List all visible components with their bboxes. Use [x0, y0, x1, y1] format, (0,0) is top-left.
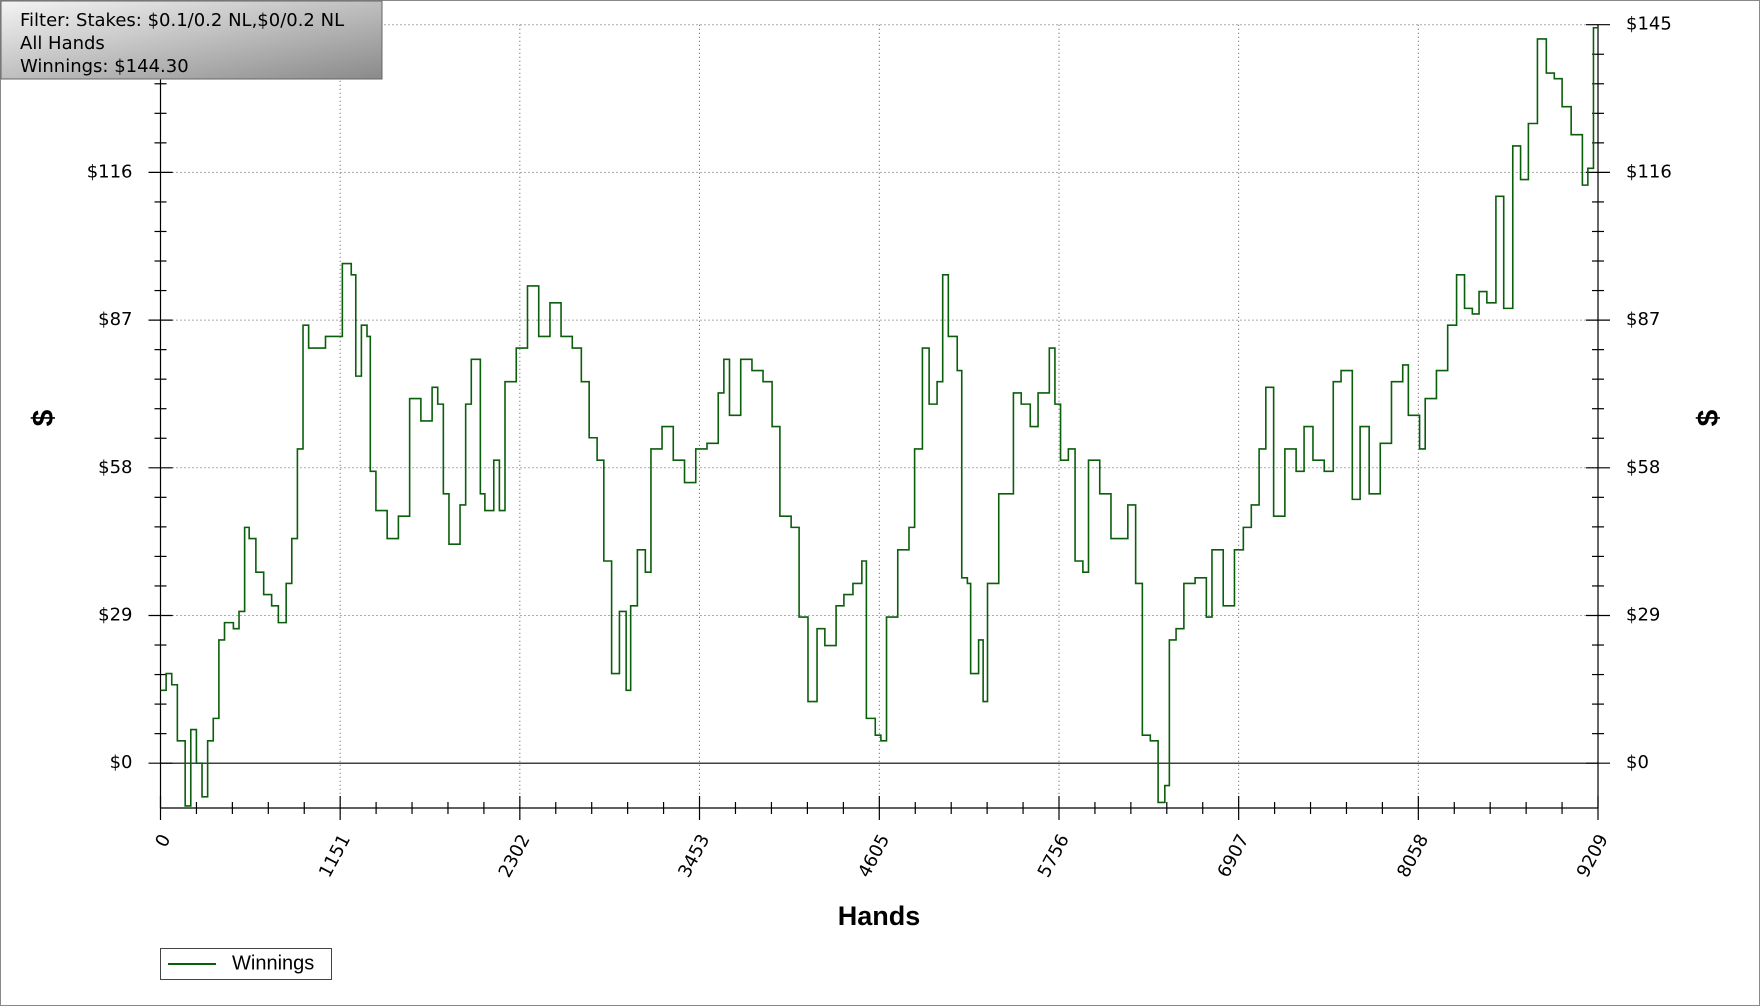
- y-tick-label: $116: [87, 161, 133, 182]
- y2-tick-label: $145: [1626, 14, 1672, 35]
- line-series: [160, 26, 1599, 807]
- y2-tick-label: $116: [1626, 161, 1672, 182]
- y2-tick-label: $87: [1626, 309, 1660, 330]
- y-tick-label: $87: [98, 309, 132, 330]
- y-axis-label: $: [27, 409, 60, 426]
- info-box: [0, 0, 383, 80]
- info-line: Winnings: $144.30: [20, 56, 189, 77]
- legend-label: Winnings: [232, 952, 314, 974]
- y-tick-label: $58: [98, 457, 132, 478]
- y2-tick-label: $0: [1626, 752, 1649, 773]
- y2-axis-label: $: [1692, 409, 1725, 426]
- info-line: Filter: Stakes: $0.1/0.2 NL,$0/0.2 NL: [20, 10, 344, 31]
- info-line: All Hands: [20, 33, 105, 54]
- y-tick-label: $29: [98, 604, 132, 625]
- y2-tick-label: $58: [1626, 457, 1660, 478]
- y-tick-label: $0: [110, 752, 133, 773]
- y2-tick-label: $29: [1626, 604, 1660, 625]
- x-axis-label: Hands: [838, 901, 921, 931]
